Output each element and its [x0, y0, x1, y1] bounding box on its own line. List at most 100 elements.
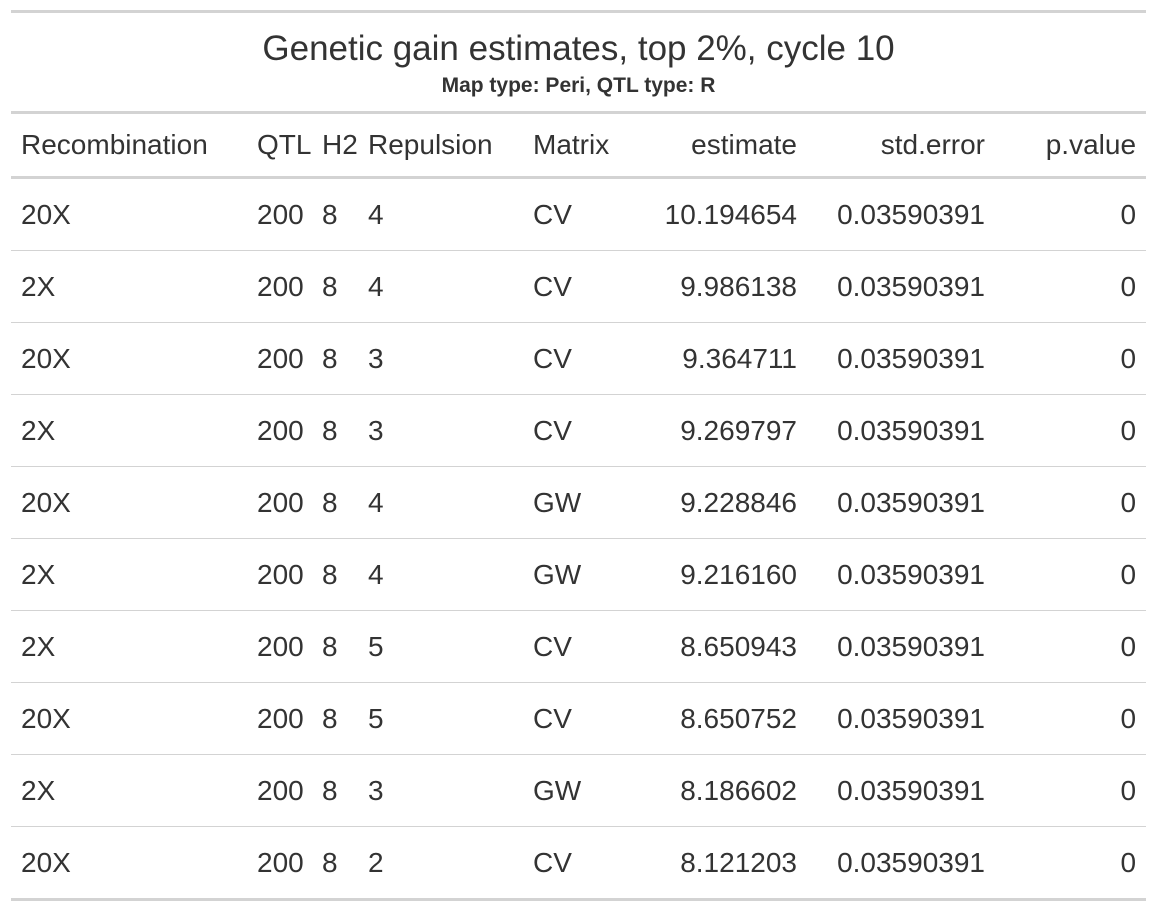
p-value-cell: 0: [1120, 846, 1137, 878]
std-error-cell: 0.03590391: [807, 466, 995, 539]
table-row: 20X 200 8 3 CV 9.364711 0.03590391 0: [11, 322, 1147, 395]
matrix-cell: CV: [523, 250, 623, 323]
table-row: 2X 200 8 3 CV 9.269797 0.03590391 0: [11, 394, 1147, 467]
p-value-cell: 0: [995, 466, 1147, 539]
table-subtitle: Map type: Peri, QTL type: R: [11, 71, 1147, 114]
matrix-cell: GW: [523, 466, 623, 539]
qtl-cell: 200: [247, 322, 312, 395]
p-value-cell: 0: [995, 250, 1147, 323]
p-value-cell: 0: [995, 394, 1147, 467]
p-value-cell: 0: [995, 682, 1147, 755]
std-error-cell: 0.03590391: [807, 250, 995, 323]
h2-cell: 8: [312, 754, 358, 827]
table-row: 2X 200 8 3 GW 8.186602 0.03590391 0: [11, 754, 1147, 827]
col-header-estimate: estimate: [623, 112, 807, 179]
col-header-std-error: std.error: [807, 112, 995, 179]
qtl-cell: 200: [247, 682, 312, 755]
std-error-cell: 0.03590391: [807, 177, 995, 251]
repulsion-cell: 5: [358, 682, 523, 755]
p-value-cell: 0: [995, 754, 1147, 827]
header-row: Recombination QTL H2 Repulsion Matrix es…: [11, 112, 1147, 179]
qtl-cell: 200: [247, 754, 312, 827]
estimate-cell: 10.194654: [623, 177, 807, 251]
repulsion-cell: 3: [358, 322, 523, 395]
recombination-cell: 20X: [11, 466, 247, 539]
qtl-cell: 200: [247, 250, 312, 323]
h2-cell: 8: [322, 846, 338, 878]
col-header-qtl: QTL: [247, 112, 312, 179]
table-row: 2X 200 8 5 CV 8.650943 0.03590391 0: [11, 610, 1147, 683]
recombination-cell: 2X: [11, 610, 247, 683]
std-error-cell: 0.03590391: [807, 682, 995, 755]
std-error-cell: 0.03590391: [807, 610, 995, 683]
h2-cell: 8: [312, 466, 358, 539]
std-error-cell: 0.03590391: [807, 754, 995, 827]
std-error-cell: 0.03590391: [837, 846, 985, 878]
matrix-cell: CV: [523, 177, 623, 251]
p-value-cell: 0: [995, 610, 1147, 683]
recombination-cell: 20X: [11, 177, 247, 251]
recombination-cell: 2X: [11, 394, 247, 467]
h2-cell: 8: [312, 538, 358, 611]
h2-cell: 8: [312, 250, 358, 323]
h2-cell: 8: [312, 394, 358, 467]
qtl-cell: 200: [257, 846, 304, 878]
col-header-p-value: p.value: [995, 112, 1147, 179]
results-table: Genetic gain estimates, top 2%, cycle 10…: [11, 10, 1147, 901]
results-table-container: Genetic gain estimates, top 2%, cycle 10…: [11, 10, 1147, 901]
col-header-repulsion: Repulsion: [358, 112, 523, 179]
qtl-cell: 200: [247, 538, 312, 611]
recombination-cell: 20X: [21, 846, 71, 878]
estimate-cell: 9.228846: [623, 466, 807, 539]
h2-cell: 8: [312, 177, 358, 251]
repulsion-cell: 4: [358, 466, 523, 539]
table-row: 2X 200 8 4 GW 9.216160 0.03590391 0: [11, 538, 1147, 611]
qtl-cell: 200: [247, 610, 312, 683]
table-row: 20X 200 8 2 CV 8.121203 0.03590391 0: [11, 827, 1146, 900]
repulsion-cell: 3: [358, 754, 523, 827]
matrix-cell: CV: [523, 394, 623, 467]
estimate-cell: 8.650943: [623, 610, 807, 683]
p-value-cell: 0: [995, 177, 1147, 251]
repulsion-cell: 4: [358, 250, 523, 323]
repulsion-cell: 2: [368, 846, 384, 878]
recombination-cell: 20X: [11, 682, 247, 755]
estimate-cell: 9.269797: [623, 394, 807, 467]
estimate-cell: 8.121203: [680, 846, 797, 878]
repulsion-cell: 5: [358, 610, 523, 683]
table-row: 20X 200 8 5 CV 8.650752 0.03590391 0: [11, 682, 1147, 755]
col-header-recombination: Recombination: [11, 112, 247, 179]
estimate-cell: 9.216160: [623, 538, 807, 611]
estimate-cell: 8.186602: [623, 754, 807, 827]
qtl-cell: 200: [247, 177, 312, 251]
estimate-cell: 9.364711: [623, 322, 807, 395]
table-title: Genetic gain estimates, top 2%, cycle 10: [262, 29, 895, 68]
table-row: 20X 200 8 4 CV 10.194654 0.03590391 0: [11, 177, 1147, 251]
estimate-cell: 9.986138: [623, 250, 807, 323]
std-error-cell: 0.03590391: [807, 322, 995, 395]
std-error-cell: 0.03590391: [807, 538, 995, 611]
std-error-cell: 0.03590391: [807, 394, 995, 467]
h2-cell: 8: [312, 682, 358, 755]
matrix-cell: CV: [523, 610, 623, 683]
p-value-cell: 0: [995, 538, 1147, 611]
recombination-cell: 2X: [11, 754, 247, 827]
h2-cell: 8: [312, 610, 358, 683]
repulsion-cell: 4: [358, 177, 523, 251]
recombination-cell: 2X: [11, 538, 247, 611]
p-value-cell: 0: [995, 322, 1147, 395]
recombination-cell: 2X: [11, 250, 247, 323]
table-row: 2X 200 8 4 CV 9.986138 0.03590391 0: [11, 250, 1147, 323]
h2-cell: 8: [312, 322, 358, 395]
matrix-cell: GW: [523, 538, 623, 611]
recombination-cell: 20X: [11, 322, 247, 395]
qtl-cell: 200: [247, 394, 312, 467]
qtl-cell: 200: [247, 466, 312, 539]
matrix-cell: CV: [523, 322, 623, 395]
table-body: 20X 200 8 4 CV 10.194654 0.03590391 0 2X 200 8 4 CV 9…: [11, 177, 1147, 900]
estimate-cell: 8.650752: [623, 682, 807, 755]
table-row: 20X 200 8 4 GW 9.228846 0.03590391 0: [11, 466, 1147, 539]
repulsion-cell: 4: [358, 538, 523, 611]
col-header-h2: H2: [312, 112, 358, 179]
matrix-cell: CV: [523, 682, 623, 755]
